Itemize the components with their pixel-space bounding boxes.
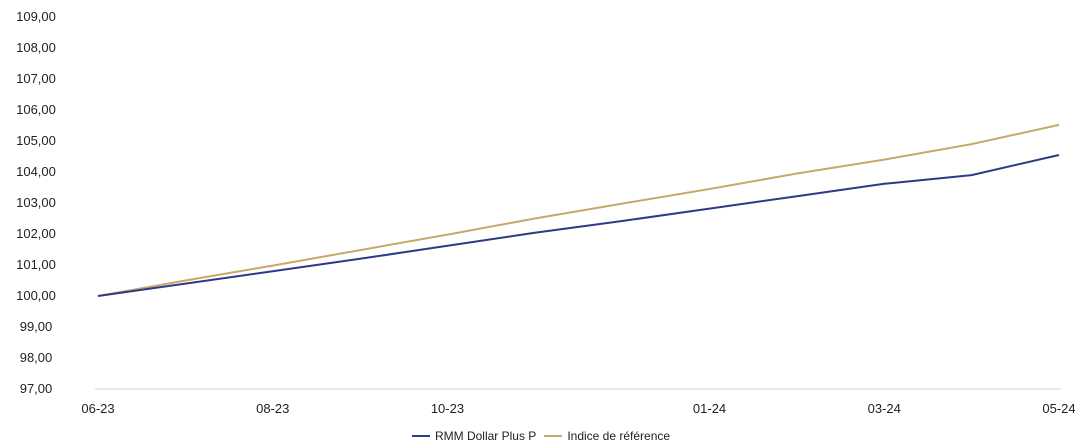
y-axis: 109,00 108,00 107,00 106,00 105,00 104,00 103,…: [16, 9, 56, 396]
x-tick-label: 05-24: [1042, 401, 1075, 416]
y-tick-label: 99,00: [20, 319, 53, 334]
y-tick-label: 104,00: [16, 164, 56, 179]
legend-item-series-1: RMM Dollar Plus P: [411, 429, 537, 443]
legend-swatch: [411, 435, 430, 437]
x-tick-label: 01-24: [693, 401, 726, 416]
x-tick-label: 08-23: [256, 401, 289, 416]
series-line-rmm-dollar-plus-p: [97, 154, 1060, 297]
line-chart: 109,00 108,00 107,00 106,00 105,00 104,00 103,…: [16, 9, 1076, 416]
y-tick-label: 105,00: [16, 133, 56, 148]
y-tick-label: 107,00: [16, 71, 56, 86]
x-tick-label: 03-24: [868, 401, 901, 416]
y-tick-label: 97,00: [20, 381, 53, 396]
y-tick-label: 102,00: [16, 226, 56, 241]
x-tick-label: 06-23: [81, 401, 114, 416]
x-tick-label: 10-23: [431, 401, 464, 416]
legend-label: Indice de référence: [567, 429, 671, 443]
legend-label: RMM Dollar Plus P: [434, 429, 537, 443]
series-layer: [97, 123, 1060, 297]
y-tick-label: 109,00: [16, 9, 56, 24]
y-tick-label: 106,00: [16, 102, 56, 117]
y-tick-label: 98,00: [20, 350, 53, 365]
y-tick-label: 100,00: [16, 288, 56, 303]
legend-swatch: [544, 435, 563, 437]
legend-item-series-2: Indice de référence: [544, 429, 670, 443]
y-tick-label: 101,00: [16, 257, 56, 272]
series-line-indice-de-reference: [97, 123, 1060, 297]
y-tick-label: 108,00: [16, 40, 56, 55]
chart-legend: RMM Dollar Plus P Indice de référence: [0, 426, 1082, 446]
x-axis: 06-23 08-23 10-23 01-24 03-24 05-24: [81, 401, 1075, 416]
y-tick-label: 103,00: [16, 195, 56, 210]
